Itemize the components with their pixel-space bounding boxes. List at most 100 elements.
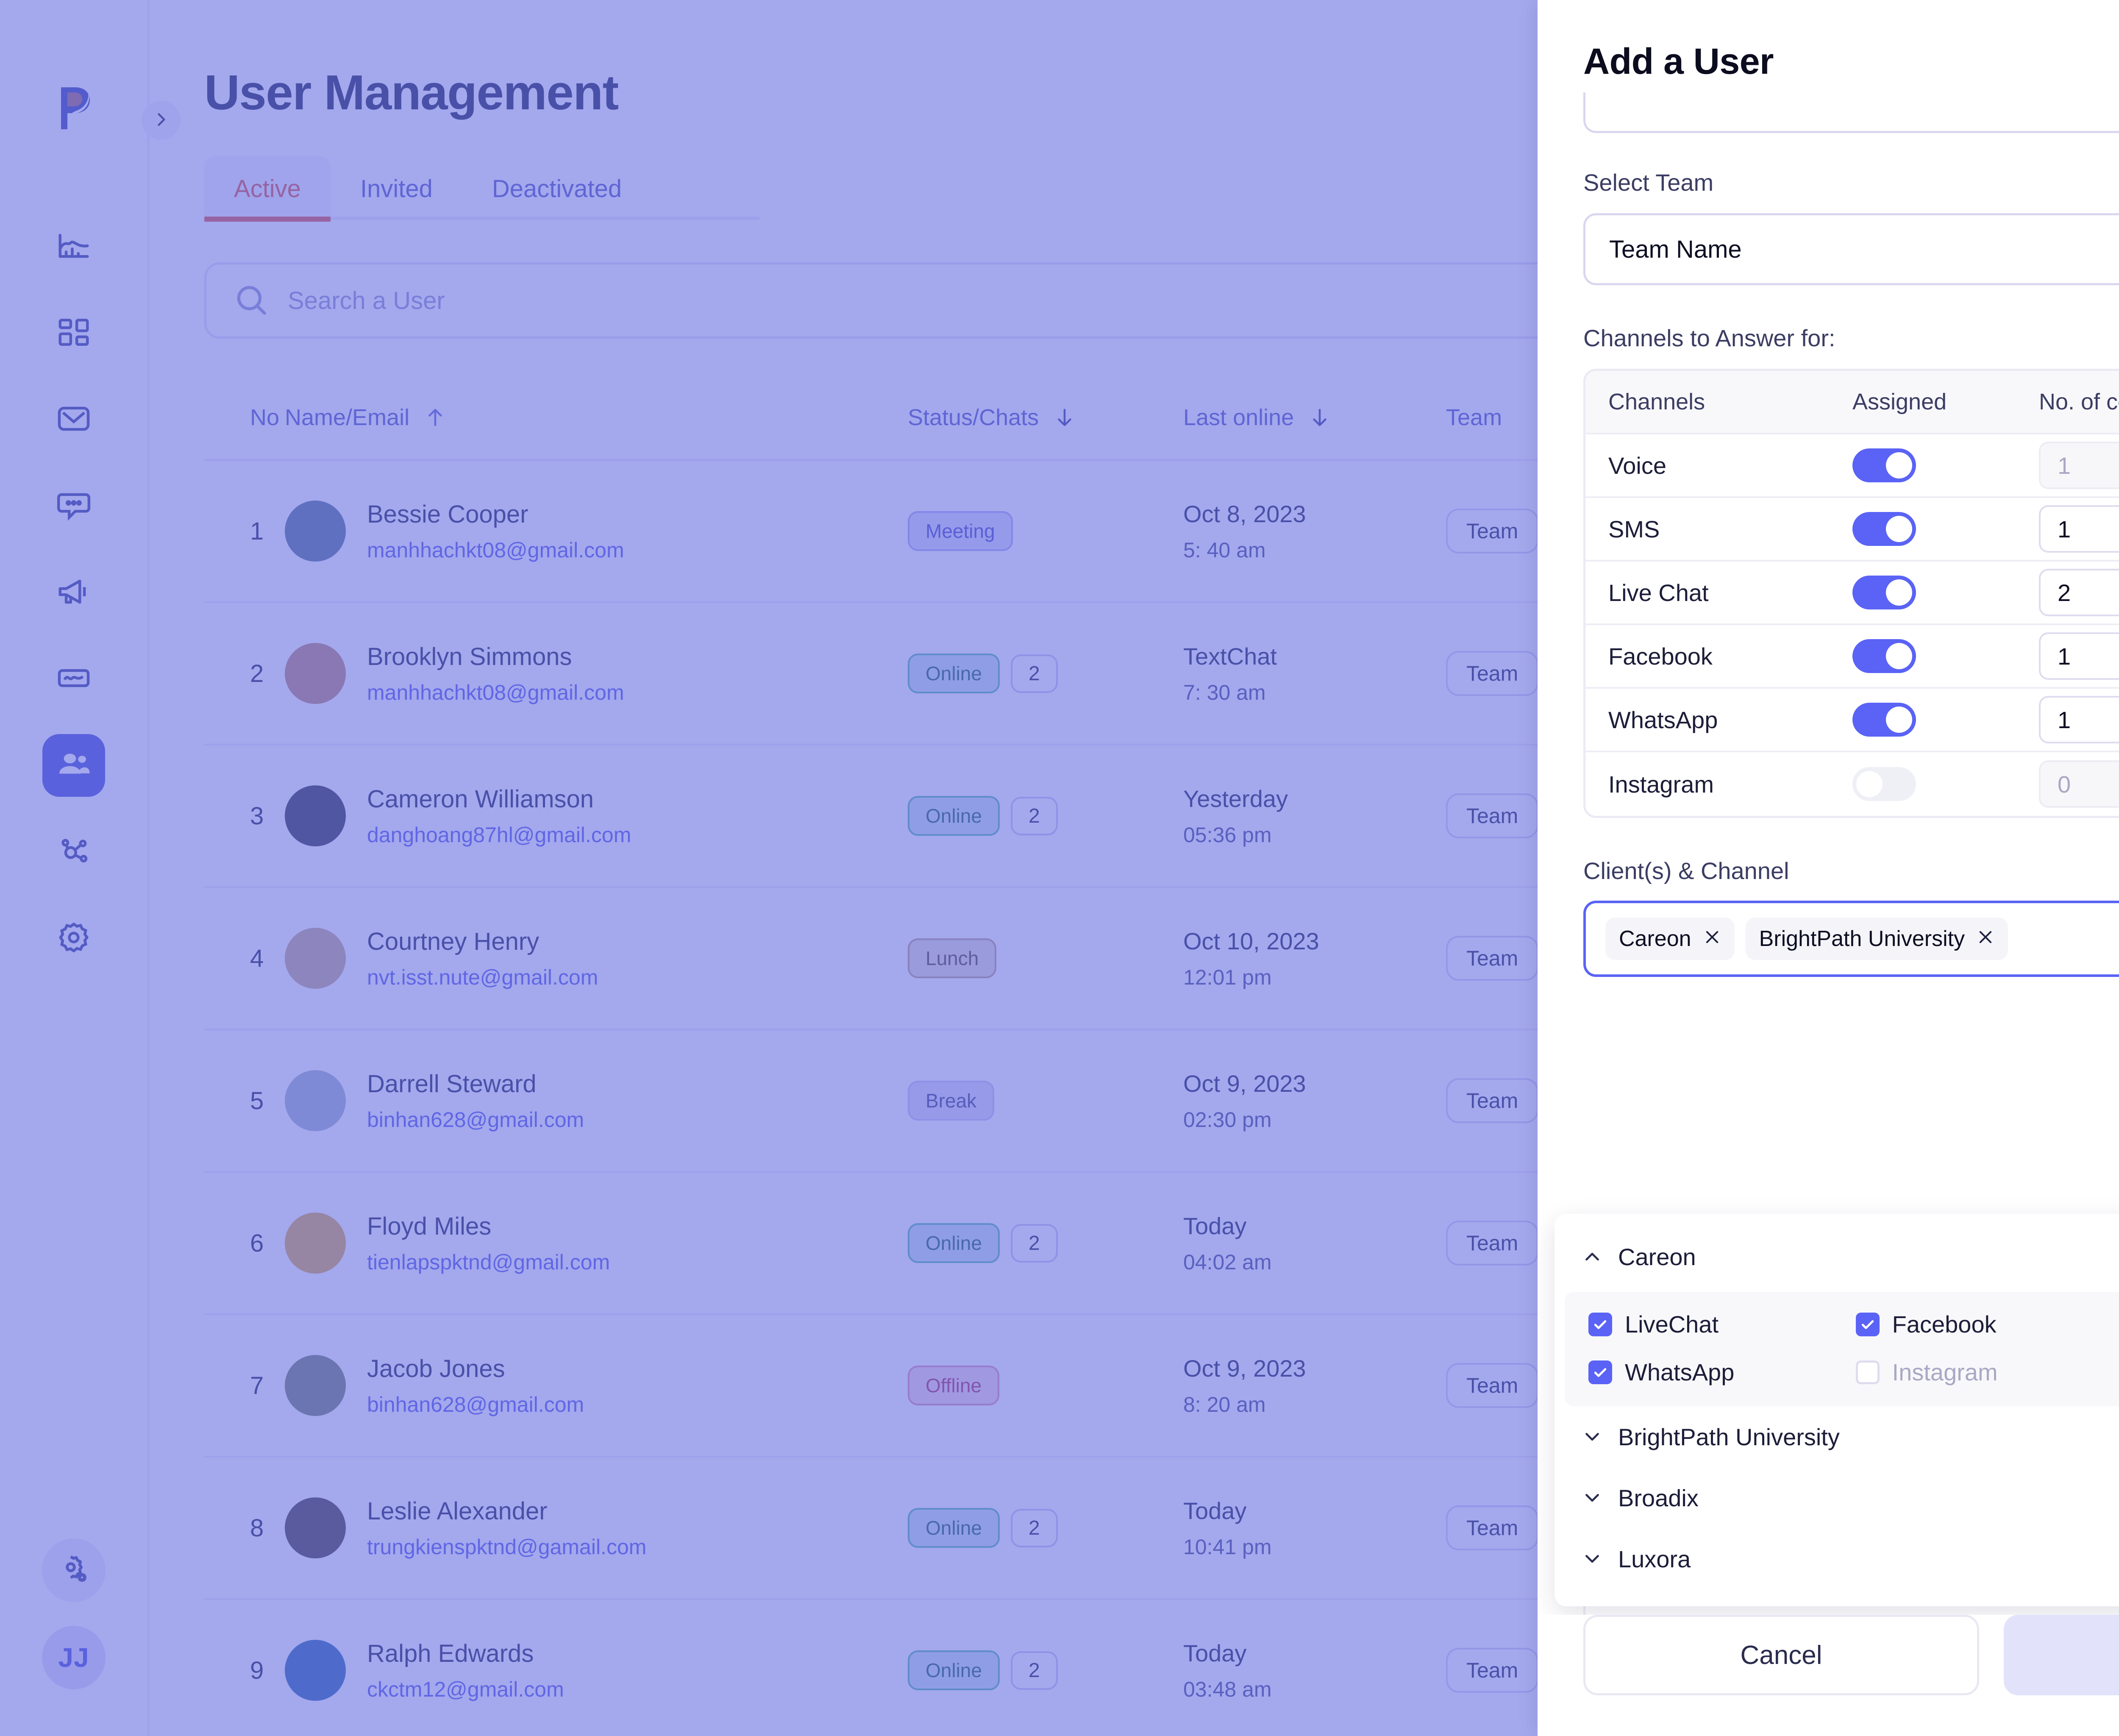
user-email[interactable]: binhan628@gmail.com: [367, 1392, 584, 1416]
search-placeholder: Search a User: [288, 287, 445, 314]
dashboard-icon: [56, 314, 92, 353]
sidebar-bottom: JJ: [0, 1538, 147, 1689]
user-name: Courtney Henry: [367, 927, 539, 955]
dropdown-collapsed-group[interactable]: Broadix: [1554, 1467, 2119, 1528]
close-small-icon[interactable]: [1703, 928, 1721, 949]
avatar: [285, 1497, 346, 1558]
users-icon: [56, 746, 92, 785]
last-online-day: Today: [1183, 1639, 1247, 1666]
sidebar-item-reports[interactable]: [42, 648, 105, 710]
convo-count-input[interactable]: 1: [2039, 505, 2119, 553]
toggle-knob: [1886, 707, 1912, 733]
channel-assigned-toggle[interactable]: [1852, 639, 1916, 673]
user-email[interactable]: manhhachkt08@gmail.com: [367, 680, 624, 704]
dropdown-group-header[interactable]: Careon Select All: [1554, 1233, 2119, 1280]
reports-icon: [56, 660, 92, 698]
dropdown-collapsed-group[interactable]: Luxora: [1554, 1528, 2119, 1589]
cancel-button[interactable]: Cancel: [1583, 1615, 1979, 1695]
col-header-status-chats: Status/Chats: [908, 405, 1039, 430]
breadcrumb[interactable]: [142, 101, 181, 140]
avatar: [285, 928, 346, 989]
user-email[interactable]: ckctm12@gmail.com: [367, 1677, 564, 1701]
last-online-time: 12:01 pm: [1183, 965, 1272, 989]
user-email[interactable]: binhan628@gmail.com: [367, 1107, 584, 1132]
sort-desc-icon-last-online[interactable]: [1308, 406, 1331, 429]
user-name: Leslie Alexander: [367, 1497, 548, 1525]
select-team-dropdown[interactable]: Team Name: [1583, 213, 2119, 285]
dropdown-collapsed-groups: BrightPath University Broadix Luxora: [1554, 1406, 2119, 1589]
status-badge: Offline: [908, 1366, 1000, 1405]
user-email[interactable]: nvt.isst.nute@gmail.com: [367, 965, 598, 989]
avatar: [285, 1355, 346, 1416]
add-user-button[interactable]: Add User: [2004, 1615, 2119, 1695]
chat-count-badge: 2: [1010, 1651, 1058, 1690]
row-index: 5: [250, 1087, 264, 1115]
channel-assigned-toggle[interactable]: [1852, 767, 1916, 801]
dropdown-channel-option[interactable]: WhatsApp: [1588, 1358, 1856, 1386]
add-user-panel: Add a User Select Team Optional Team Nam…: [1538, 0, 2119, 1736]
client-chip[interactable]: BrightPath University: [1745, 918, 2008, 960]
last-online-day: TextChat: [1183, 643, 1277, 670]
tab-deactivated[interactable]: Deactivated: [492, 175, 622, 203]
user-email[interactable]: tienlapspktnd@gmail.com: [367, 1250, 610, 1274]
platform-logo[interactable]: [46, 75, 101, 139]
sidebar-item-analytics[interactable]: [42, 215, 105, 278]
last-online-day: Oct 9, 2023: [1183, 1070, 1306, 1097]
last-online-day: Today: [1183, 1212, 1247, 1239]
sidebar-item-settings[interactable]: [42, 907, 105, 970]
user-email[interactable]: trungkienspktnd@gamail.com: [367, 1535, 647, 1559]
sort-desc-icon-status[interactable]: [1053, 406, 1076, 429]
close-small-icon[interactable]: [1977, 928, 1994, 949]
sidebar-item-chat[interactable]: [42, 475, 105, 537]
col-header-name-email: Name/Email: [285, 405, 410, 430]
user-email[interactable]: manhhachkt08@gmail.com: [367, 538, 624, 562]
user-name: Brooklyn Simmons: [367, 643, 572, 670]
sidebar-item-integrations[interactable]: [42, 821, 105, 883]
tab-active[interactable]: Active: [204, 156, 331, 222]
channel-assigned-toggle[interactable]: [1852, 448, 1916, 482]
last-online-time: 5: 40 am: [1183, 538, 1266, 562]
clients-multiselect[interactable]: Careon BrightPath University: [1583, 901, 2119, 977]
convo-count-input[interactable]: 2: [2039, 569, 2119, 616]
channel-assigned-toggle[interactable]: [1852, 512, 1916, 546]
chevron-right-icon: [152, 110, 170, 131]
sidebar-item-users[interactable]: [42, 734, 105, 797]
convo-count-input[interactable]: 0: [2039, 760, 2119, 808]
search-icon: [233, 281, 269, 320]
channel-row: WhatsApp 1: [1585, 689, 2119, 752]
client-chip[interactable]: Careon: [1605, 918, 1735, 960]
avatar: [285, 1070, 346, 1131]
user-email[interactable]: danghoang87hl@gmail.com: [367, 823, 631, 847]
scrolled-field-above[interactable]: [1583, 92, 2119, 133]
sidebar-item-inbox[interactable]: [42, 388, 105, 451]
analytics-icon: [56, 228, 92, 266]
channel-name: SMS: [1608, 515, 1660, 542]
sidebar-item-dashboard[interactable]: [42, 302, 105, 364]
dropdown-channel-option[interactable]: Instagram: [1855, 1358, 2119, 1386]
row-index: 2: [250, 659, 264, 687]
team-pill: Team: [1446, 793, 1539, 838]
chevron-up-icon[interactable]: [1581, 1245, 1604, 1268]
dropdown-channel-option[interactable]: LiveChat: [1588, 1310, 1856, 1338]
user-avatar[interactable]: JJ: [42, 1626, 106, 1689]
dropdown-collapsed-group[interactable]: BrightPath University: [1554, 1406, 2119, 1467]
last-online-time: 02:30 pm: [1183, 1107, 1272, 1132]
channel-row: Voice 1: [1585, 434, 2119, 498]
tab-invited[interactable]: Invited: [360, 175, 433, 203]
modal-footer: Cancel Add User: [1538, 1615, 2119, 1736]
status-badge: Meeting: [908, 511, 1013, 551]
ch-col-convos: No. of convos: [2039, 389, 2119, 415]
channel-assigned-toggle[interactable]: [1852, 576, 1916, 609]
convo-count-input[interactable]: 1: [2039, 442, 2119, 489]
convo-count-input[interactable]: 1: [2039, 696, 2119, 743]
last-online-time: 03:48 am: [1183, 1677, 1272, 1701]
sort-asc-icon[interactable]: [424, 406, 447, 429]
dropdown-channel-option[interactable]: Facebook: [1855, 1310, 2119, 1338]
sidebar-item-campaigns[interactable]: [42, 561, 105, 624]
avatar: [285, 501, 346, 562]
convo-count-input[interactable]: 1: [2039, 632, 2119, 680]
team-pill: Team: [1446, 1648, 1539, 1693]
help-settings-button[interactable]: [42, 1538, 106, 1602]
modal-header: Add a User: [1538, 0, 2119, 83]
channel-assigned-toggle[interactable]: [1852, 703, 1916, 737]
